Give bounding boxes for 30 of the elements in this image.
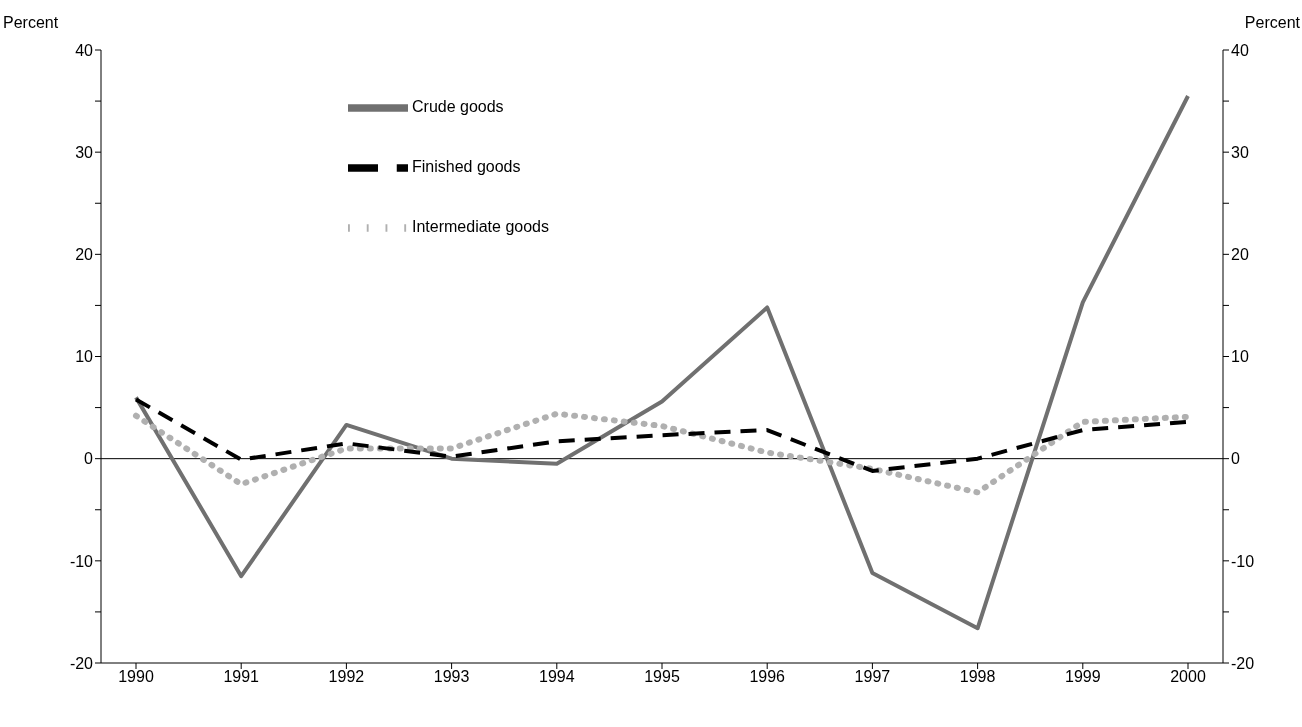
x-tick-label: 1991 xyxy=(223,668,260,686)
y2-tick-label: 30 xyxy=(1231,143,1249,161)
y-tick-label: 20 xyxy=(75,246,94,264)
y-tick-label: 10 xyxy=(75,348,94,366)
x-tick-label: 1995 xyxy=(644,668,680,686)
y2-axis-title: Percent xyxy=(1244,14,1300,32)
y2-tick-label: 0 xyxy=(1231,450,1240,468)
y2-tick-label: 40 xyxy=(1231,41,1249,59)
legend-label: Intermediate goods xyxy=(412,218,549,236)
y-tick-label: -10 xyxy=(69,552,94,570)
x-tick-label: 1994 xyxy=(539,668,575,686)
legend-label: Crude goods xyxy=(412,98,504,116)
x-tick-label: 1992 xyxy=(328,668,365,686)
x-tick-label: 1996 xyxy=(749,668,786,686)
y-axis-title: Percent xyxy=(3,14,59,32)
y-tick-label: 40 xyxy=(75,41,94,59)
x-tick-label: 1990 xyxy=(118,668,154,686)
y-tick-label: 0 xyxy=(84,450,94,468)
x-tick-label: 1998 xyxy=(959,668,996,686)
y2-tick-label: -10 xyxy=(1231,552,1255,570)
x-tick-label: 1997 xyxy=(854,668,891,686)
y2-tick-label: -20 xyxy=(1231,654,1255,672)
y-tick-label: -20 xyxy=(69,654,94,672)
y-tick-label: 30 xyxy=(75,143,94,161)
x-tick-label: 1993 xyxy=(433,668,470,686)
x-tick-label: 2000 xyxy=(1170,668,1206,686)
y2-tick-label: 10 xyxy=(1231,348,1249,366)
x-tick-label: 1999 xyxy=(1065,668,1101,686)
y2-tick-label: 20 xyxy=(1231,246,1249,264)
legend-label: Finished goods xyxy=(412,158,521,176)
